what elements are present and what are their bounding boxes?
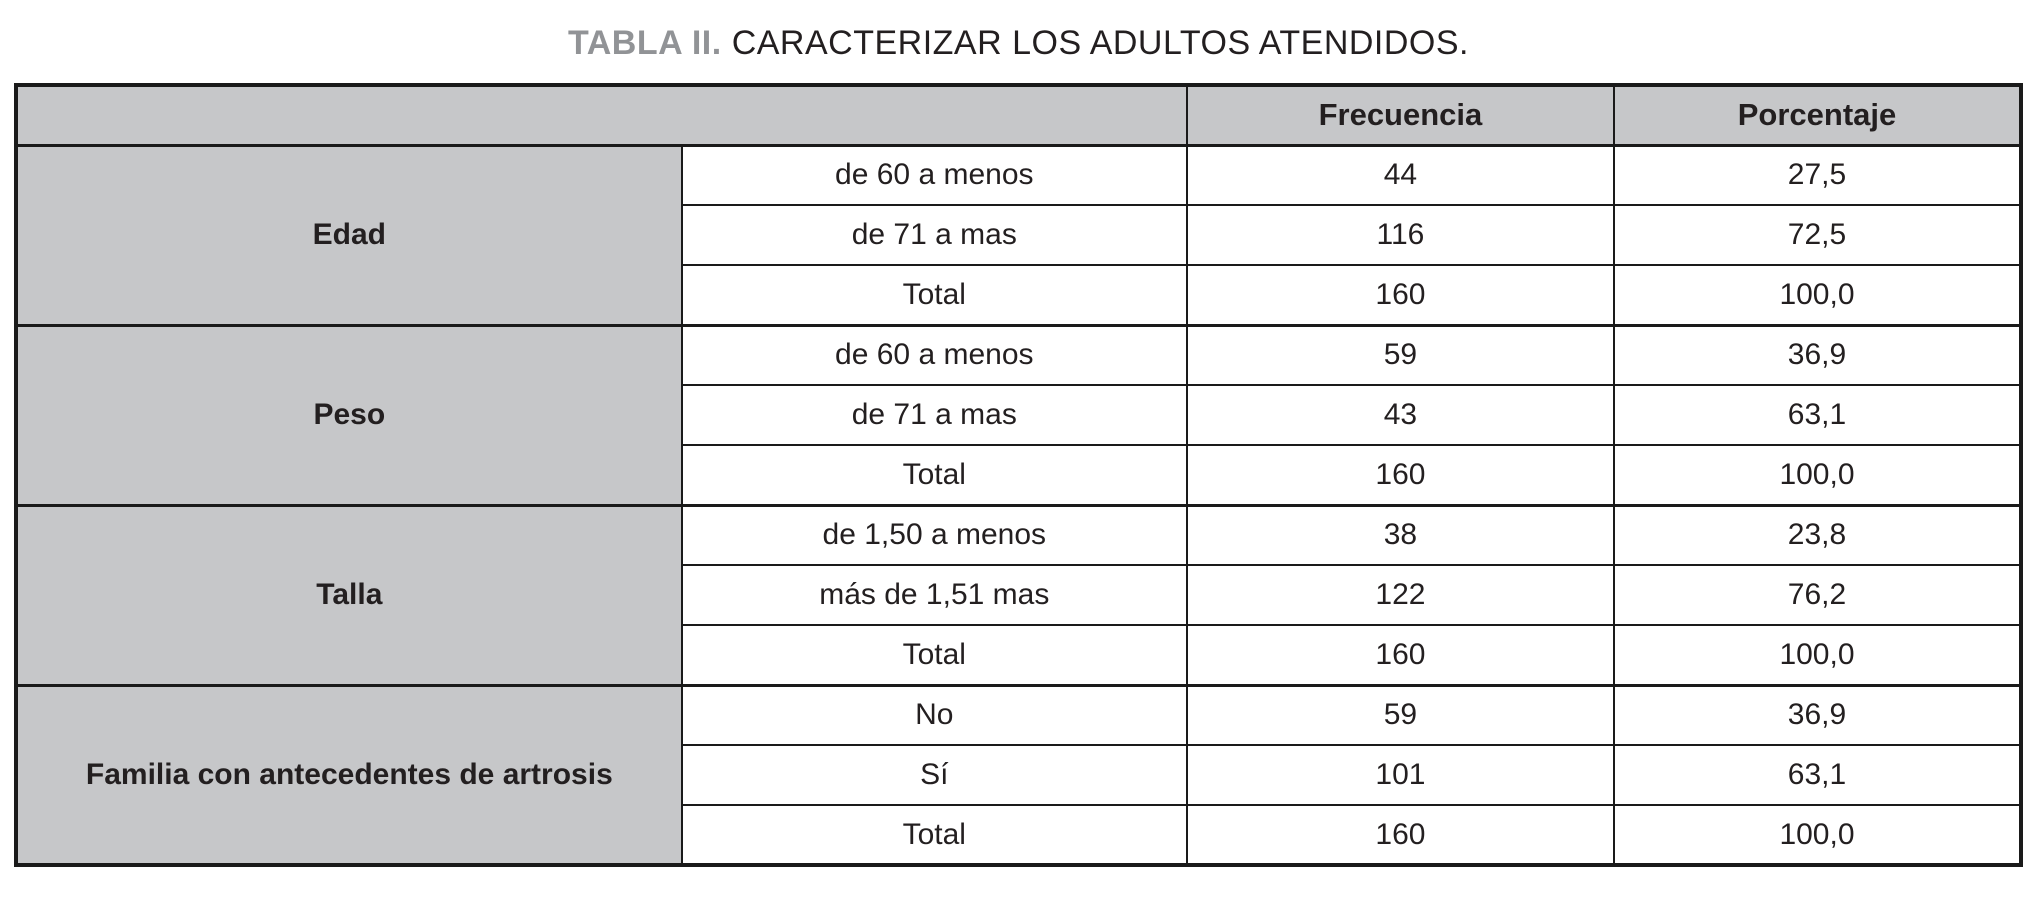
table-row: Edad de 60 a menos 44 27,5: [15, 144, 2023, 326]
table-row: Total 160 100,0: [16, 264, 2023, 326]
group-peso: Peso de 60 a menos 59 36,9 de 71 a mas 4…: [15, 324, 2023, 506]
column-header-porcentaje: Porcentaje: [1612, 84, 2023, 147]
percentage-cell: 100,0: [1612, 444, 2023, 506]
percentage-cell: 100,0: [1612, 264, 2023, 326]
frequency-cell: 59: [1185, 324, 1615, 386]
corner-cell: [15, 84, 1188, 147]
table-row: más de 1,51 mas 122 76,2: [16, 564, 2023, 626]
frequency-cell: 160: [1185, 624, 1615, 686]
group-label-cell: Edad: [15, 144, 683, 326]
frequency-cell: 38: [1185, 504, 1615, 566]
row-label-cell: Total: [680, 264, 1188, 326]
percentage-cell: 63,1: [1612, 744, 2023, 806]
row-label-cell: Total: [680, 444, 1188, 506]
frequency-cell: 59: [1185, 684, 1615, 746]
percentage-cell: 100,0: [1612, 804, 2023, 866]
column-header-frecuencia: Frecuencia: [1185, 84, 1615, 147]
row-label-cell: No: [680, 684, 1188, 746]
table-container: Frecuencia Porcentaje Edad de 60 a menos…: [14, 83, 2023, 867]
table-title-text: CARACTERIZAR LOS ADULTOS ATENDIDOS.: [731, 24, 1469, 62]
frequency-cell: 160: [1185, 804, 1615, 866]
row-label-cell: de 71 a mas: [680, 204, 1188, 266]
data-table: Frecuencia Porcentaje Edad de 60 a menos…: [14, 83, 2023, 867]
percentage-cell: 36,9: [1612, 684, 2023, 746]
row-label-cell: Total: [680, 624, 1188, 686]
table-row: Total 160 100,0: [16, 444, 2023, 506]
percentage-cell: 63,1: [1612, 384, 2023, 446]
percentage-cell: 36,9: [1612, 324, 2023, 386]
table-row: Total 160 100,0: [16, 624, 2023, 686]
table-row: Total 160 100,0: [16, 804, 2023, 866]
table-row: de 71 a mas 43 63,1: [16, 384, 2023, 446]
table-row: Peso de 60 a menos 59 36,9: [15, 324, 2023, 506]
row-label-cell: de 71 a mas: [680, 384, 1188, 446]
table-title: TABLA II. CARACTERIZAR LOS ADULTOS ATENDI…: [0, 0, 2037, 63]
frequency-cell: 160: [1185, 264, 1615, 326]
group-familia-antecedentes: Familia con antecedentes de artrosis No …: [15, 684, 2023, 866]
header-row: Frecuencia Porcentaje: [15, 84, 2023, 147]
group-label-cell: Familia con antecedentes de artrosis: [15, 684, 683, 866]
row-label-cell: Sí: [680, 744, 1188, 806]
row-label-cell: de 60 a menos: [680, 144, 1188, 206]
table-header: Frecuencia Porcentaje: [15, 84, 2023, 147]
percentage-cell: 100,0: [1612, 624, 2023, 686]
table-row: Talla de 1,50 a menos 38 23,8: [15, 504, 2023, 686]
frequency-cell: 101: [1185, 744, 1615, 806]
row-label-cell: de 60 a menos: [680, 324, 1188, 386]
frequency-cell: 116: [1185, 204, 1615, 266]
percentage-cell: 27,5: [1612, 144, 2023, 206]
table-row: Sí 101 63,1: [16, 744, 2023, 806]
percentage-cell: 23,8: [1612, 504, 2023, 566]
row-label-cell: más de 1,51 mas: [680, 564, 1188, 626]
table-row: Familia con antecedentes de artrosis No …: [15, 684, 2023, 866]
table-row: de 71 a mas 116 72,5: [16, 204, 2023, 266]
row-label-cell: de 1,50 a menos: [680, 504, 1188, 566]
percentage-cell: 72,5: [1612, 204, 2023, 266]
group-talla: Talla de 1,50 a menos 38 23,8 más de 1,5…: [15, 504, 2023, 686]
percentage-cell: 76,2: [1612, 564, 2023, 626]
frequency-cell: 44: [1185, 144, 1615, 206]
frequency-cell: 122: [1185, 564, 1615, 626]
group-label-cell: Talla: [15, 504, 683, 686]
frequency-cell: 43: [1185, 384, 1615, 446]
table-title-tag: TABLA II.: [567, 24, 722, 62]
group-label-cell: Peso: [15, 324, 683, 506]
group-edad: Edad de 60 a menos 44 27,5 de 71 a mas 1…: [15, 144, 2023, 326]
frequency-cell: 160: [1185, 444, 1615, 506]
row-label-cell: Total: [680, 804, 1188, 866]
